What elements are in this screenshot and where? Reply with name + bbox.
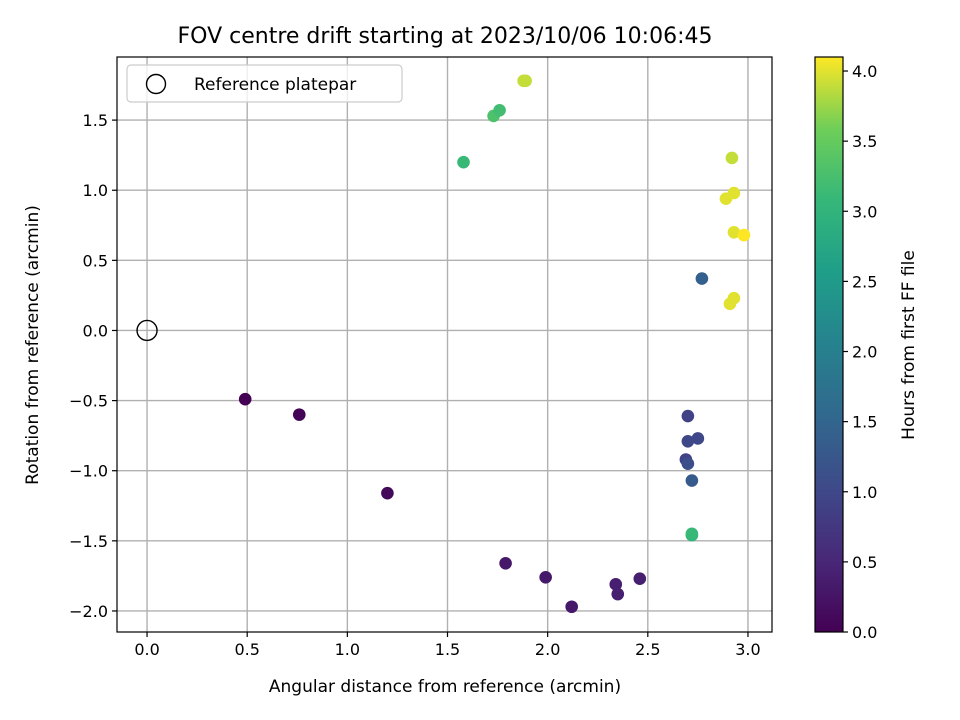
data-point (737, 228, 751, 242)
y-tick-label: −2.0 (69, 602, 108, 621)
data-point (238, 392, 252, 406)
y-tick-label: −1.5 (69, 532, 108, 551)
x-tick-label: 2.5 (635, 640, 660, 659)
data-point (685, 474, 699, 487)
data-point (292, 408, 306, 421)
data-point (539, 571, 552, 584)
data-point (633, 572, 647, 586)
y-axis-ticks: −2.0 −1.5 −1.0 −0.5 0.0 0.5 1.0 1.5 (69, 111, 117, 621)
reference-marker-group (136, 319, 158, 342)
data-point (685, 527, 699, 541)
data-point (681, 409, 695, 423)
x-tick-label: 1.5 (435, 640, 460, 659)
y-tick-label: 0.5 (83, 251, 108, 270)
y-tick-label: 0.0 (83, 321, 108, 340)
data-point (457, 155, 470, 169)
y-tick-label: −1.0 (69, 462, 108, 481)
data-points (238, 74, 751, 614)
data-point (681, 457, 695, 471)
colorbar-tick-label: 3.5 (852, 132, 877, 151)
legend: Reference platepar (126, 64, 403, 103)
legend-marker (145, 73, 167, 95)
data-point (565, 600, 578, 614)
colorbar-tick-label: 4.0 (852, 62, 877, 81)
reference-platepar-marker (136, 319, 158, 342)
x-axis-ticks: 0.0 0.5 1.0 1.5 2.0 2.5 3.0 (134, 632, 761, 659)
data-point (695, 272, 709, 285)
grid (117, 57, 772, 632)
x-tick-label: 0.5 (234, 640, 259, 659)
y-tick-label: 1.0 (83, 181, 108, 200)
colorbar-tick-label: 0.5 (852, 553, 877, 572)
data-point (493, 103, 506, 117)
colorbar-label: Hours from first FF file (899, 250, 919, 440)
colorbar-tick-label: 2.5 (852, 272, 877, 291)
data-point (681, 434, 695, 448)
colorbar-tick-label: 2.0 (852, 343, 877, 362)
colorbar-tick-label: 1.0 (852, 483, 877, 502)
data-point (611, 587, 625, 601)
y-axis-label: Rotation from reference (arcmin) (23, 205, 43, 485)
y-tick-label: 1.5 (83, 111, 108, 130)
chart-title: FOV centre drift starting at 2023/10/06 … (178, 24, 713, 49)
colorbar-tick-label: 1.5 (852, 413, 877, 432)
colorbar (814, 56, 844, 633)
data-point (519, 74, 532, 88)
colorbar-ticks: 0.0 0.5 1.0 1.5 2.0 2.5 3.0 3.5 4.0 (843, 62, 877, 642)
data-point (609, 578, 623, 591)
legend-label: Reference platepar (194, 75, 356, 95)
data-point (691, 432, 705, 445)
data-point (723, 297, 737, 311)
x-tick-label: 1.0 (335, 640, 360, 659)
x-tick-label: 2.0 (535, 640, 560, 659)
y-tick-label: −0.5 (69, 392, 108, 411)
data-point (381, 486, 394, 500)
colorbar-tick-label: 0.0 (852, 623, 877, 642)
colorbar-tick-label: 3.0 (852, 202, 877, 221)
data-point (499, 556, 512, 570)
x-tick-label: 3.0 (735, 640, 760, 659)
data-point (719, 192, 733, 205)
legend-box (126, 64, 403, 103)
plot-area-frame (116, 56, 773, 633)
x-tick-label: 0.0 (134, 640, 159, 659)
data-point (725, 151, 739, 165)
x-axis-label: Angular distance from reference (arcmin) (269, 677, 621, 697)
data-point (727, 226, 741, 239)
